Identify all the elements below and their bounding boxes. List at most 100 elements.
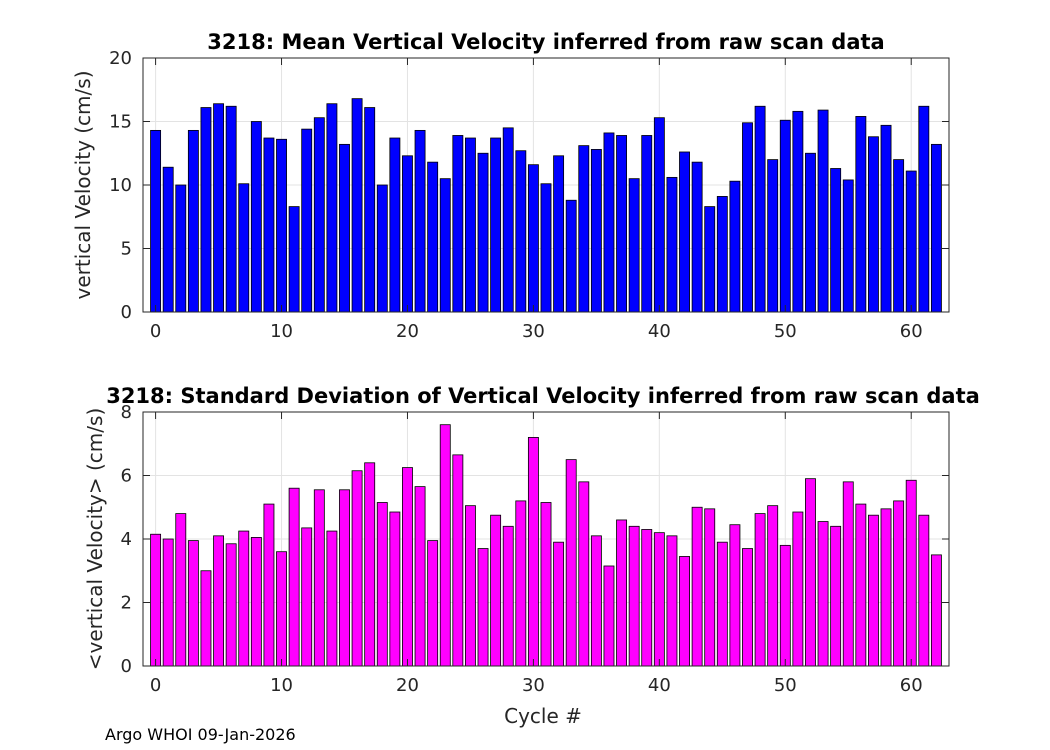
y-tick-label: 5	[121, 239, 132, 260]
bar	[313, 489, 325, 667]
bar	[830, 525, 842, 667]
y-tick-label: 20	[109, 48, 132, 69]
bar	[402, 467, 413, 667]
bar	[767, 505, 779, 667]
bar	[376, 184, 388, 313]
x-tick-label: 10	[270, 321, 293, 342]
bar	[351, 98, 363, 313]
bar	[792, 511, 804, 667]
bar	[200, 570, 212, 667]
bar	[263, 503, 275, 667]
bar	[502, 525, 514, 667]
bar	[339, 143, 350, 313]
bar	[565, 199, 577, 313]
bar	[427, 540, 439, 667]
y-tick-label: 0	[121, 302, 132, 323]
bar	[439, 424, 451, 667]
bar	[691, 506, 703, 667]
bar	[553, 541, 565, 667]
x-tick-label: 10	[270, 675, 293, 696]
footer-credit: Argo WHOI 09-Jan-2026	[105, 725, 296, 744]
bar	[301, 527, 313, 667]
bar	[641, 135, 653, 313]
tick-marks: 0 10 20 30 40 50 60 0 5 10 15 20	[109, 48, 949, 342]
bar	[754, 513, 766, 667]
bar	[313, 117, 325, 313]
bar	[464, 137, 476, 313]
bar	[817, 109, 829, 313]
x-tick-label: 50	[774, 321, 797, 342]
bar	[817, 521, 829, 667]
x-tick-label: 30	[522, 675, 545, 696]
x-tick-label: 40	[648, 675, 671, 696]
bar	[603, 565, 615, 667]
bar	[150, 533, 162, 667]
bar	[830, 168, 842, 313]
bar	[515, 150, 527, 313]
bar	[414, 129, 426, 313]
bar	[515, 500, 527, 667]
bar	[666, 176, 678, 313]
bar	[578, 481, 590, 667]
bar	[553, 155, 565, 313]
bar	[641, 529, 653, 667]
bar	[364, 462, 376, 667]
bar	[653, 532, 665, 667]
bar	[855, 116, 867, 313]
bar-series	[150, 98, 942, 313]
bar	[754, 105, 766, 313]
bar	[590, 149, 602, 313]
y-tick-label: 4	[121, 529, 132, 550]
bar	[402, 155, 413, 313]
bar	[679, 151, 690, 313]
bar	[263, 137, 275, 313]
bar	[918, 514, 930, 667]
bar	[288, 206, 300, 313]
bar	[742, 122, 753, 313]
bar	[880, 124, 892, 313]
bar	[716, 196, 728, 313]
x-tick-label: 20	[396, 321, 419, 342]
bar	[200, 107, 212, 313]
bar	[414, 486, 426, 667]
x-tick-label: 0	[150, 675, 161, 696]
chart-title: 3218: Standard Deviation of Vertical Vel…	[106, 384, 980, 408]
bar	[767, 159, 779, 313]
bar	[805, 478, 816, 667]
bar	[301, 128, 313, 313]
bar	[502, 127, 514, 313]
bar	[704, 206, 716, 313]
bar	[364, 107, 376, 313]
bar	[326, 530, 338, 667]
bar	[339, 489, 350, 667]
bar	[691, 161, 703, 313]
y-axis-label: <vertical Velocity> (cm/s)	[83, 408, 107, 671]
bar	[225, 543, 237, 667]
bar	[729, 524, 741, 667]
bar	[716, 541, 728, 667]
bar	[490, 137, 502, 313]
x-tick-label: 60	[900, 321, 923, 342]
bar	[187, 129, 199, 313]
bar	[238, 183, 250, 313]
bar	[565, 459, 577, 667]
y-tick-label: 8	[121, 402, 132, 423]
bar	[250, 121, 262, 313]
bar	[477, 152, 489, 313]
bar	[464, 505, 476, 667]
bar	[905, 170, 917, 313]
bar	[729, 180, 741, 313]
y-tick-label: 10	[109, 175, 132, 196]
bar	[842, 481, 854, 667]
bar	[225, 105, 237, 313]
bar	[880, 508, 892, 667]
x-tick-label: 30	[522, 321, 545, 342]
bar	[238, 530, 250, 667]
bar	[439, 178, 451, 313]
x-tick-label: 0	[150, 321, 161, 342]
x-tick-label: 60	[900, 675, 923, 696]
bar	[603, 132, 615, 313]
bar	[805, 152, 816, 313]
std-velocity-panel: 0 10 20 30 40 50 60 0 2 4 6 8 3218: Standard Deviat…	[83, 384, 980, 728]
